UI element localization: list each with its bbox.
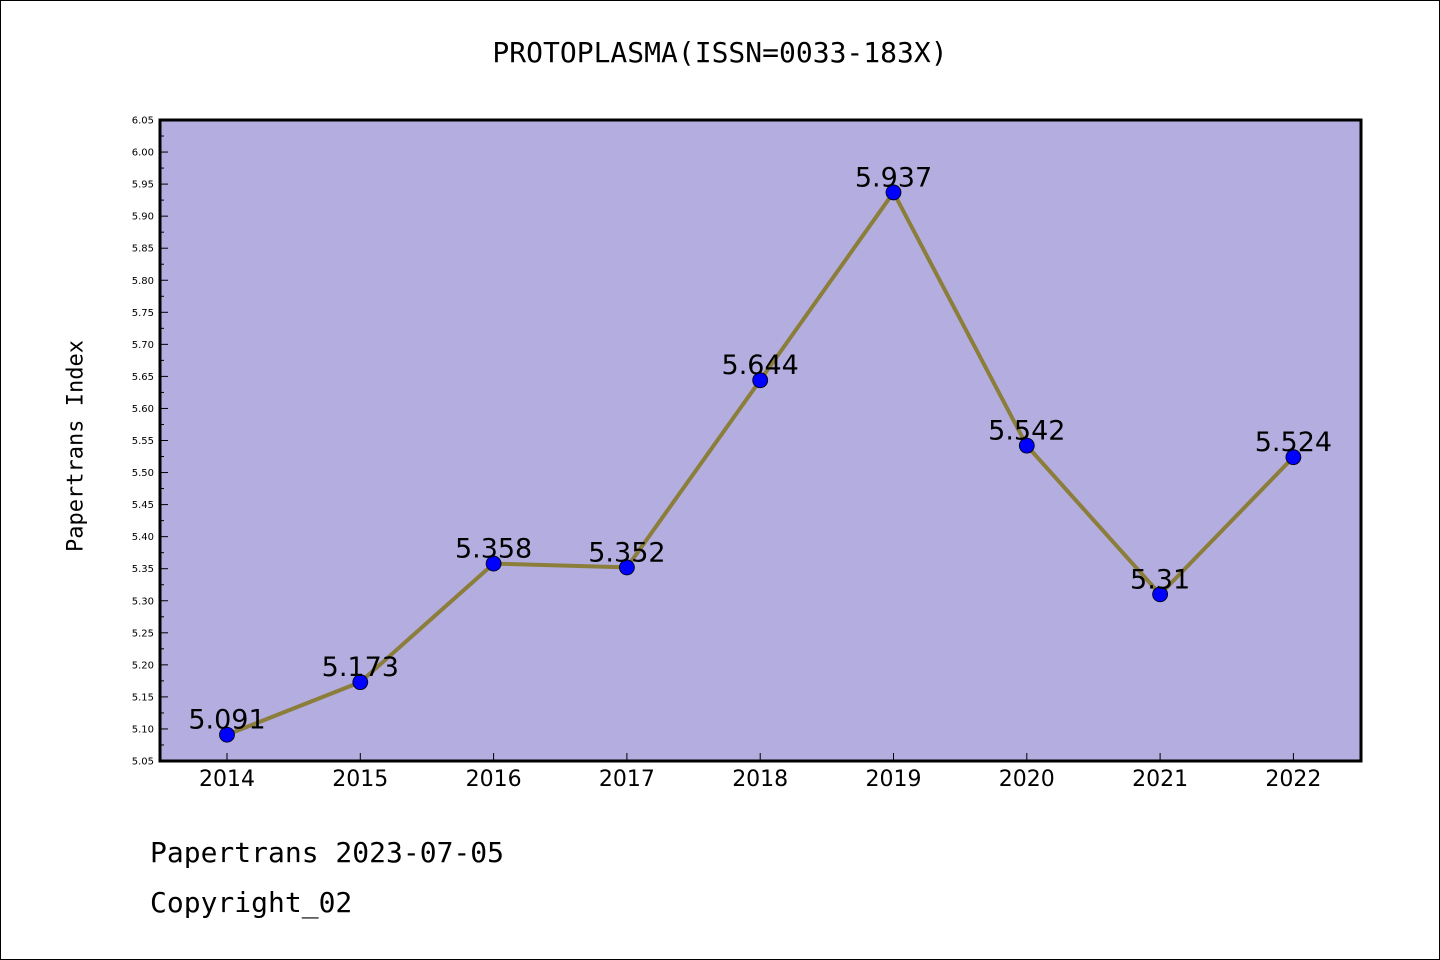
footer-copyright: Copyright_02 xyxy=(150,886,353,919)
data-point xyxy=(352,674,369,691)
plot-area xyxy=(160,120,1361,761)
y-tick-label: 5.45 xyxy=(132,500,154,511)
x-tick-label: 2015 xyxy=(332,767,388,792)
x-tick-label: 2021 xyxy=(1132,767,1188,792)
y-tick-label: 6.00 xyxy=(132,148,154,159)
data-label: 5.352 xyxy=(588,537,665,568)
data-point xyxy=(885,184,902,201)
y-tick-label: 5.30 xyxy=(132,596,154,607)
x-tick-label: 2016 xyxy=(466,767,522,792)
data-point xyxy=(1152,586,1168,603)
y-tick-label: 5.90 xyxy=(132,212,154,223)
x-axis: 2014 2015 2016 2017 2018 2019 2020 2021 2022 xyxy=(199,753,1321,792)
y-tick-label: 5.60 xyxy=(132,404,154,415)
data-point xyxy=(1285,449,1302,466)
y-tick-label: 5.25 xyxy=(132,628,154,639)
data-label: 5.542 xyxy=(988,416,1065,447)
data-point xyxy=(485,555,502,572)
y-tick-label: 5.75 xyxy=(132,308,154,319)
data-label: 5.091 xyxy=(188,705,265,736)
data-label: 5.358 xyxy=(455,534,532,565)
y-tick-label: 5.95 xyxy=(132,180,154,191)
y-tick-label: 5.80 xyxy=(132,276,154,287)
y-tick-label: 5.40 xyxy=(132,532,154,543)
chart-title: PROTOPLASMA(ISSN=0033-183X) xyxy=(492,36,948,69)
data-label: 5.644 xyxy=(722,350,799,381)
y-tick-label: 5.15 xyxy=(132,692,154,703)
series-group xyxy=(219,184,1302,743)
y-tick-label: 5.10 xyxy=(132,724,154,735)
y-axis: 5.05 5.10 5.15 5.20 5.25 5.30 5.35 5.40 5.45 5.50… xyxy=(132,116,168,768)
y-tick-label: 5.50 xyxy=(132,468,154,479)
data-label: 5.524 xyxy=(1255,427,1332,458)
y-tick-label: 5.70 xyxy=(132,340,154,351)
data-point xyxy=(1018,437,1035,454)
y-tick-label: 5.05 xyxy=(132,757,154,768)
y-tick-label: 5.35 xyxy=(132,564,154,575)
data-label: 5.31 xyxy=(1130,564,1190,595)
x-tick-label: 2019 xyxy=(866,767,922,792)
data-labels: 5.091 5.173 5.358 5.352 5.644 5.937 5.542 5.31 5… xyxy=(188,162,1332,735)
footer-date-line: Papertrans 2023-07-05 xyxy=(150,836,505,869)
plot-border xyxy=(158,118,1363,763)
data-label: 5.937 xyxy=(855,162,932,193)
y-tick-label: 6.05 xyxy=(132,116,154,127)
data-point xyxy=(219,726,235,743)
y-tick-label: 5.55 xyxy=(132,436,154,447)
x-tick-label: 2014 xyxy=(199,767,255,792)
x-tick-label: 2022 xyxy=(1265,767,1321,792)
x-tick-label: 2020 xyxy=(999,767,1055,792)
y-tick-label: 5.65 xyxy=(132,372,154,383)
y-tick-label: 5.20 xyxy=(132,660,154,671)
y-tick-label: 5.85 xyxy=(132,244,154,255)
data-label: 5.173 xyxy=(322,652,399,683)
x-tick-label: 2018 xyxy=(732,767,788,792)
x-tick-label: 2017 xyxy=(599,767,655,792)
data-point xyxy=(752,372,769,389)
data-point xyxy=(619,559,635,576)
